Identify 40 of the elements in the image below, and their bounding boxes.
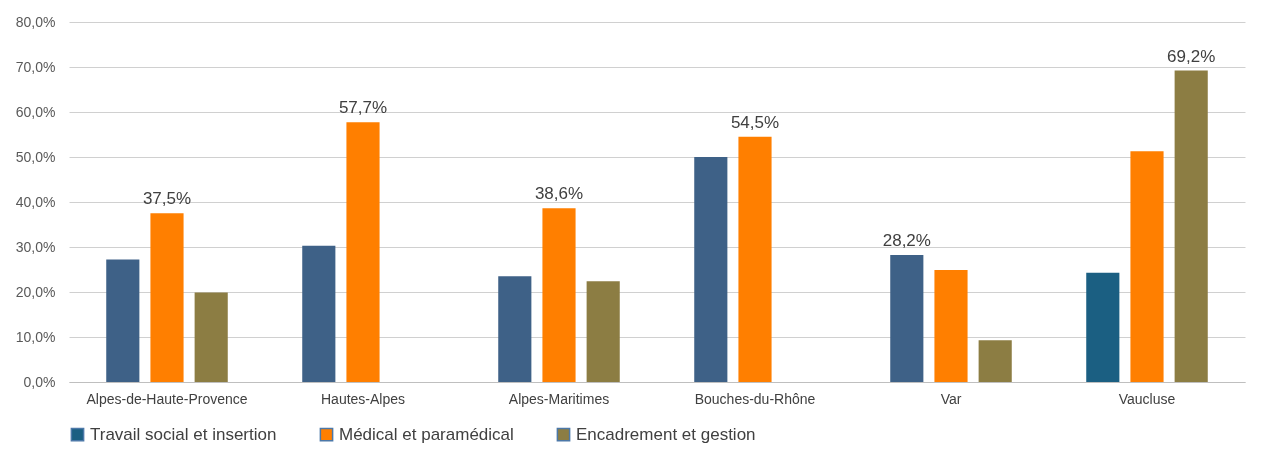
data-label: 69,2% (1167, 46, 1216, 66)
data-label: 57,7% (338, 98, 388, 118)
x-tick-label: Alpes-de-Haute-Provence (86, 390, 248, 407)
x-tick-label: Alpes-Maritimes (508, 390, 610, 407)
x-tick-label: Hautes-Alpes (320, 390, 406, 407)
bar (1086, 272, 1120, 382)
bar (890, 255, 924, 382)
y-tick-label: 80,0% (15, 13, 56, 30)
data-label: 38,6% (534, 184, 584, 204)
y-tick-label: 50,0% (15, 148, 56, 165)
bar (1130, 151, 1164, 382)
bar (586, 281, 620, 382)
bar (106, 259, 140, 382)
data-label: 37,5% (142, 189, 192, 209)
data-label: 28,2% (882, 231, 931, 251)
bar (934, 269, 968, 382)
bar (542, 208, 576, 382)
y-tick-label: 40,0% (15, 193, 56, 210)
legend-label: Encadrement et gestion (576, 424, 756, 444)
y-tick-label: 30,0% (15, 238, 56, 255)
legend-label: Travail social et insertion (90, 424, 277, 444)
bar (302, 245, 336, 382)
y-tick-label: 70,0% (15, 58, 56, 75)
y-tick-label: 0,0% (23, 373, 56, 390)
y-tick-label: 60,0% (15, 103, 56, 120)
bar (978, 340, 1012, 382)
x-tick-label: Bouches-du-Rhône (694, 390, 816, 407)
bar (346, 122, 380, 382)
bar (194, 292, 228, 382)
y-tick-label: 10,0% (15, 328, 56, 345)
bar (694, 157, 728, 382)
legend-label: Médical et paramédical (339, 424, 514, 444)
x-tick-label: Vaucluse (1118, 390, 1176, 407)
bar (150, 213, 184, 382)
bar (738, 136, 772, 382)
data-label: 54,5% (730, 112, 780, 132)
bar (1174, 70, 1208, 382)
y-tick-label: 20,0% (15, 283, 56, 300)
bar (498, 276, 532, 382)
x-tick-label: Var (940, 390, 962, 407)
